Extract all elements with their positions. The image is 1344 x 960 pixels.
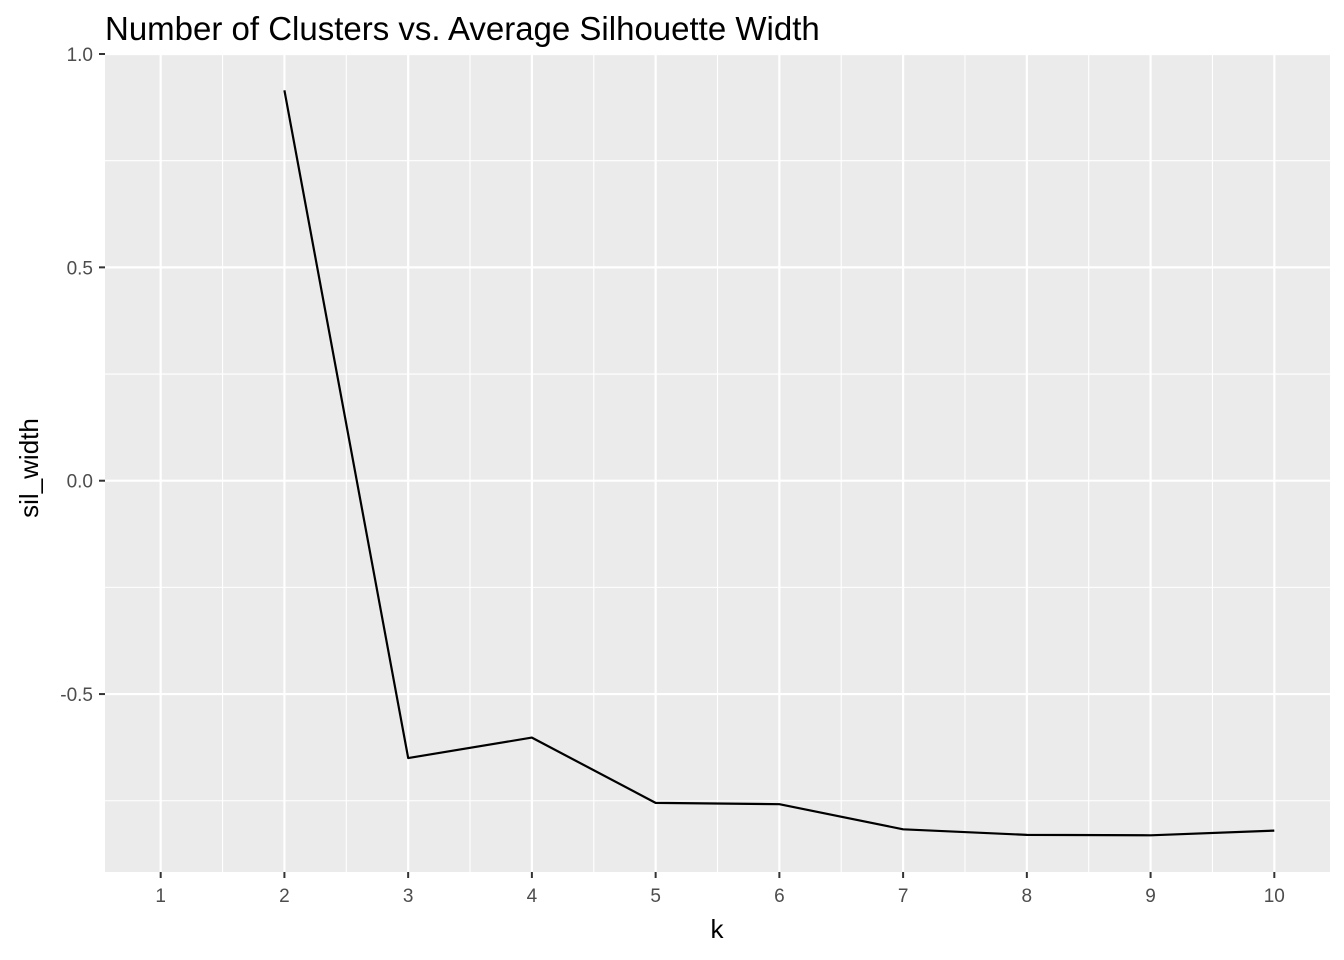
y-axis-title: sil_width — [14, 418, 44, 518]
y-tick-label: 1.0 — [67, 45, 93, 66]
x-tick-label: 2 — [279, 886, 290, 907]
x-tick-label: 5 — [650, 886, 661, 907]
series-layer — [283, 90, 1275, 837]
major-gridlines — [105, 52, 1330, 872]
x-axis: 1 2 3 4 5 6 7 8 9 10 — [155, 872, 1285, 907]
minor-gridlines — [105, 54, 1330, 872]
y-tick-label: 0.0 — [67, 472, 93, 493]
x-tick-label: 9 — [1145, 886, 1156, 907]
x-tick-label: 10 — [1264, 886, 1285, 907]
x-axis-title: k — [711, 914, 725, 944]
y-tick-label: -0.5 — [60, 685, 93, 706]
y-tick-label: 0.5 — [67, 258, 93, 279]
x-tick-label: 1 — [155, 886, 166, 907]
x-tick-label: 3 — [403, 886, 414, 907]
series-line — [283, 90, 1275, 837]
x-tick-label: 4 — [527, 886, 538, 907]
y-axis: -0.5 0.0 0.5 1.0 — [60, 45, 105, 706]
chart-title: Number of Clusters vs. Average Silhouett… — [105, 10, 820, 47]
x-tick-label: 6 — [774, 886, 785, 907]
x-tick-label: 7 — [898, 886, 909, 907]
x-tick-label: 8 — [1022, 886, 1033, 907]
